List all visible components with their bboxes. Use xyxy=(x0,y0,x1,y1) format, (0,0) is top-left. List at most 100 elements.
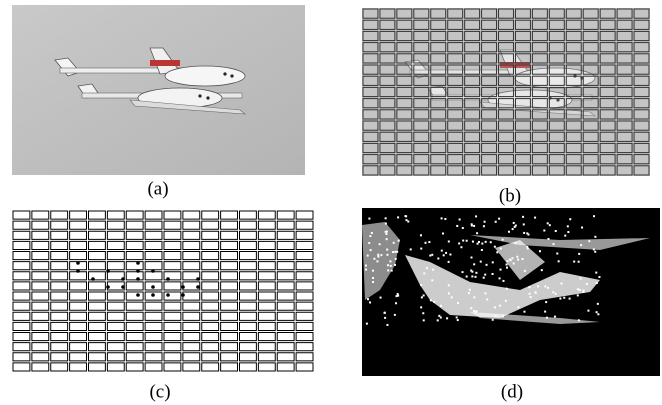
mask-speck xyxy=(578,253,580,255)
mask-speck xyxy=(477,243,479,245)
mask-speck xyxy=(459,219,461,221)
mask-speck xyxy=(392,251,394,253)
mask-speck xyxy=(405,219,407,221)
mask-speck xyxy=(432,269,434,271)
mask-speck xyxy=(539,250,541,252)
mask-speck xyxy=(495,221,497,223)
mask-speck xyxy=(457,302,459,304)
mask-speck xyxy=(420,234,422,236)
mask-speck xyxy=(448,284,450,286)
mask-speck xyxy=(470,270,472,272)
mask-speck xyxy=(483,277,485,279)
mask-speck xyxy=(553,243,555,245)
mask-speck xyxy=(410,248,412,250)
mask-speck xyxy=(496,251,498,253)
feature-point xyxy=(136,277,140,281)
mask-speck xyxy=(484,292,486,294)
mask-speck xyxy=(372,277,374,279)
mask-speck xyxy=(420,284,422,286)
mask-speck xyxy=(534,217,536,219)
mask-speck xyxy=(577,288,579,290)
mask-speck xyxy=(387,264,389,266)
mask-speck xyxy=(527,248,529,250)
mask-speck xyxy=(511,257,513,259)
mask-speck xyxy=(405,215,407,217)
mask-speck xyxy=(558,260,560,262)
mask-speck xyxy=(579,289,581,291)
mask-speck xyxy=(556,253,558,255)
mask-speck xyxy=(385,231,387,233)
mask-speck xyxy=(456,225,458,227)
feature-point xyxy=(136,261,140,265)
mask-speck xyxy=(588,240,590,242)
feature-point xyxy=(151,285,155,289)
mask-speck xyxy=(460,246,462,248)
mask-speck xyxy=(534,291,536,293)
mask-speck xyxy=(426,267,428,269)
mask-speck xyxy=(523,232,525,234)
mask-speck xyxy=(544,311,546,313)
mask-speck xyxy=(524,270,526,272)
mask-speck xyxy=(483,225,485,227)
mask-speck xyxy=(474,276,476,278)
mask-speck xyxy=(431,279,433,281)
mask-speck xyxy=(506,260,508,262)
mask-speck xyxy=(365,265,367,267)
mask-speck xyxy=(547,222,549,224)
feature-point xyxy=(151,293,155,297)
figure: (a) (b) (c) (d) xyxy=(0,0,662,405)
feature-point xyxy=(181,285,185,289)
mask-speck xyxy=(384,312,386,314)
feature-point xyxy=(196,285,200,289)
grid-background xyxy=(12,210,314,372)
mask-speck xyxy=(407,221,409,223)
mask-speck xyxy=(555,293,557,295)
mask-speck xyxy=(492,273,494,275)
mask-speck xyxy=(377,256,379,258)
mask-speck xyxy=(476,232,478,234)
feature-point xyxy=(166,277,170,281)
mask-speck xyxy=(369,235,371,237)
mask-speck xyxy=(554,316,556,318)
mask-speck xyxy=(555,230,557,232)
mask-speck xyxy=(506,288,508,290)
mask-speck xyxy=(546,317,548,319)
mask-speck xyxy=(380,254,382,256)
mask-speck xyxy=(598,276,600,278)
mask-speck xyxy=(502,280,504,282)
mask-speck xyxy=(475,272,477,274)
mask-speck xyxy=(490,241,492,243)
mask-speck xyxy=(367,298,369,300)
mask-speck xyxy=(473,296,475,298)
mask-speck xyxy=(425,242,427,244)
mask-speck xyxy=(484,274,486,276)
mask-speck xyxy=(499,269,501,271)
mask-speck xyxy=(469,289,471,291)
mask-speck xyxy=(387,269,389,271)
mask-speck xyxy=(372,270,374,272)
feature-point xyxy=(151,269,155,273)
mask-speck xyxy=(423,319,425,321)
mask-speck xyxy=(545,301,547,303)
mask-speck xyxy=(552,291,554,293)
mask-speck xyxy=(423,272,425,274)
mask-speck xyxy=(580,278,582,280)
mask-speck xyxy=(370,249,372,251)
mask-speck xyxy=(559,298,561,300)
page: (a) (b) (c) (d) (() => { const data = JS… xyxy=(0,0,662,405)
mask-speck xyxy=(528,286,530,288)
mask-speck xyxy=(485,241,487,243)
mask-speck xyxy=(421,296,423,298)
mask-speck xyxy=(586,283,588,285)
mask-speck xyxy=(567,231,569,233)
mask-speck xyxy=(368,242,370,244)
mask-speck xyxy=(431,254,433,256)
mask-speck xyxy=(395,302,397,304)
mask-speck xyxy=(461,271,463,273)
mask-speck xyxy=(514,226,516,228)
mask-speck xyxy=(486,264,488,266)
caption: (d) xyxy=(501,381,523,402)
mask-speck xyxy=(476,310,478,312)
mask-speck xyxy=(394,251,396,253)
mask-speck xyxy=(549,224,551,226)
